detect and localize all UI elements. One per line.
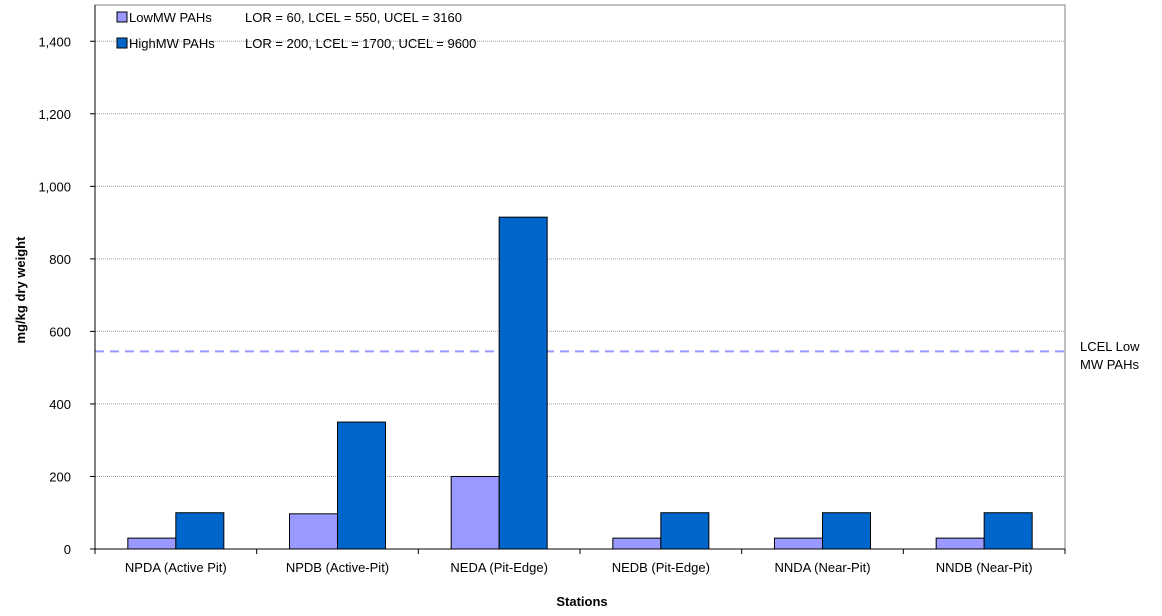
- bar-highmw: [337, 421, 386, 550]
- reference-line-label: LCEL Low: [1080, 339, 1140, 354]
- y-axis-title: mg/kg dry weight: [13, 236, 28, 344]
- bar-lowmw: [935, 537, 985, 550]
- y-tick-label: 1,200: [38, 107, 71, 122]
- x-axis-title: Stations: [556, 594, 607, 609]
- bar-lowmw: [774, 537, 823, 550]
- y-tick-label: 400: [49, 397, 71, 412]
- x-tick-label: NEDA (Pit-Edge): [450, 560, 548, 575]
- y-tick-label: 1,000: [38, 179, 71, 194]
- y-tick-label: 600: [49, 324, 71, 339]
- reference-line-group: LCEL Low MW PAHs: [95, 339, 1140, 372]
- y-tick-label: 0: [64, 542, 71, 557]
- bar-highmw: [983, 512, 1033, 550]
- bar-lowmw: [612, 537, 662, 550]
- legend-swatch-highmw: [116, 37, 128, 49]
- bars: [127, 216, 1033, 550]
- bar-highmw: [498, 216, 548, 550]
- legend-note: LOR = 200, LCEL = 1700, UCEL = 9600: [245, 36, 476, 51]
- legend-swatch-lowmw: [116, 11, 128, 23]
- y-tick-label: 800: [49, 252, 71, 267]
- plot-border: [94, 4, 1066, 550]
- x-tick-label: NNDA (Near-Pit): [774, 560, 870, 575]
- x-tick-label: NPDB (Active-Pit): [286, 560, 389, 575]
- y-tick-label: 200: [49, 469, 71, 484]
- x-tick-label: NPDA (Active Pit): [125, 560, 227, 575]
- x-tick-label: NEDB (Pit-Edge): [612, 560, 710, 575]
- bar-highmw: [660, 512, 710, 550]
- legend-note: LOR = 60, LCEL = 550, UCEL = 3160: [245, 10, 462, 25]
- axes: 0 200 400 600 800 1,000 1,200 1,400 NPDA (Active…: [38, 5, 1066, 575]
- bar-lowmw: [127, 537, 177, 550]
- y-tick-label: 1,400: [38, 34, 71, 49]
- reference-line-label: MW PAHs: [1080, 357, 1139, 372]
- bar-highmw: [175, 512, 225, 550]
- x-tick-label: NNDB (Near-Pit): [936, 560, 1033, 575]
- legend: LowMW PAHs LOR = 60, LCEL = 550, UCEL = 3…: [116, 10, 476, 51]
- bar-highmw: [822, 512, 871, 550]
- bar-lowmw: [289, 513, 338, 550]
- bar-lowmw: [450, 475, 500, 550]
- legend-label: HighMW PAHs: [129, 36, 215, 51]
- gridlines: [94, 4, 1066, 550]
- legend-label: LowMW PAHs: [129, 10, 212, 25]
